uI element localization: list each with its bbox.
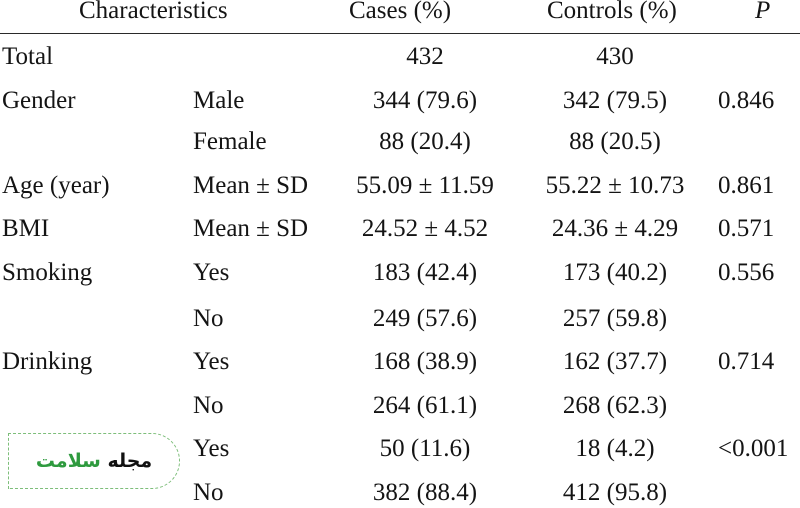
controls-cell: 342 (79.5) [562,87,668,114]
header-cases: Cases (%) [349,0,452,24]
cases-cell: 249 (57.6) [372,305,478,332]
watermark-logo: مجله سلامت [8,433,180,489]
cases-cell: 264 (61.1) [372,392,478,419]
subgroup-cell: Mean ± SD [193,172,309,199]
characteristic-cell: BMI [2,215,50,242]
cases-cell: 168 (38.9) [372,348,478,375]
cases-cell: 55.09 ± 11.59 [356,172,494,199]
characteristic-cell: Drinking [2,348,93,375]
cases-cell: 24.52 ± 4.52 [361,215,489,242]
cases-cell: 183 (42.4) [372,259,478,286]
characteristic-cell: Total [2,43,54,70]
p-value-cell: 0.846 [718,87,775,114]
controls-cell: 55.22 ± 10.73 [545,172,685,199]
subgroup-cell: Mean ± SD [193,215,309,242]
p-value-cell: 0.861 [718,172,775,199]
controls-cell: 88 (20.5) [569,128,661,155]
controls-cell: 162 (37.7) [562,348,668,375]
p-value-cell: 0.571 [718,215,775,242]
characteristic-cell: Age (year) [2,172,110,199]
p-value-cell: <0.001 [718,435,789,462]
controls-cell: 430 [596,43,634,70]
controls-cell: 257 (59.8) [562,305,668,332]
header-controls: Controls (%) [547,0,677,24]
p-value-cell: 0.556 [718,259,775,286]
header-rule [0,33,800,34]
controls-cell: 268 (62.3) [562,392,668,419]
cases-cell: 382 (88.4) [372,479,478,506]
characteristic-cell: Smoking [2,259,93,286]
header-p: P [755,0,771,24]
characteristic-cell: Gender [2,87,76,114]
controls-cell: 412 (95.8) [562,479,668,506]
logo-text: مجله سلامت [35,450,153,472]
controls-cell: 173 (40.2) [562,259,668,286]
subgroup-cell: Yes [193,348,230,375]
header-characteristics: Characteristics [79,0,228,24]
controls-cell: 24.36 ± 4.29 [551,215,679,242]
subgroup-cell: Yes [193,435,230,462]
cases-cell: 88 (20.4) [379,128,471,155]
cases-cell: 432 [406,43,444,70]
subgroup-cell: No [193,392,224,419]
subgroup-cell: No [193,305,224,332]
subgroup-cell: Male [193,87,245,114]
subgroup-cell: Yes [193,259,230,286]
subgroup-cell: No [193,479,224,506]
p-value-cell: 0.714 [718,348,775,375]
cases-cell: 50 (11.6) [379,435,471,462]
controls-cell: 18 (4.2) [575,435,655,462]
subgroup-cell: Female [193,128,267,155]
cases-cell: 344 (79.6) [372,87,478,114]
